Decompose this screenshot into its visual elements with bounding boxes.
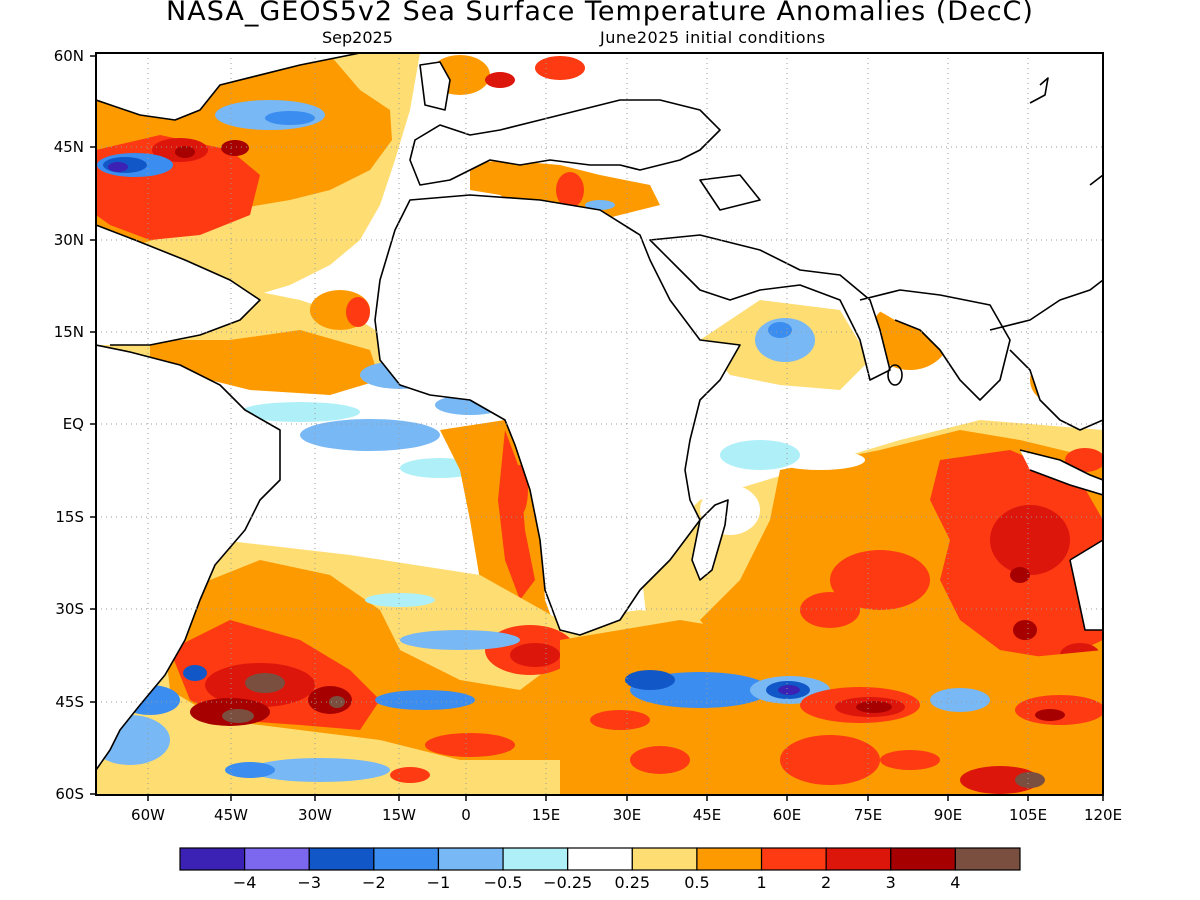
lon-label: 120E xyxy=(1084,806,1122,824)
lat-label: 30N xyxy=(54,231,84,249)
colorbar-label: −1 xyxy=(427,873,451,892)
colorbar-swatch xyxy=(502,847,569,871)
lat-label: 15N xyxy=(54,323,84,341)
lat-label: 15S xyxy=(55,508,84,526)
initial-conditions-label: June2025 initial conditions xyxy=(600,28,826,47)
lon-label: 0 xyxy=(461,806,471,824)
colorbar-label: −4 xyxy=(233,873,257,892)
lon-label: 15E xyxy=(532,806,561,824)
anomaly-field xyxy=(96,53,1103,795)
lat-label: 30S xyxy=(55,600,84,618)
lat-label: 45N xyxy=(54,138,84,156)
lon-label: 60W xyxy=(131,806,165,824)
colorbar-label: 0.5 xyxy=(684,873,709,892)
map-title: NASA_GEOS5v2 Sea Surface Temperature Ano… xyxy=(166,0,1034,27)
colorbar-label: 2 xyxy=(821,873,831,892)
colorbar-label: −0.25 xyxy=(543,873,592,892)
lon-label: 75E xyxy=(854,806,883,824)
colorbar-label: 3 xyxy=(886,873,896,892)
colorbar-swatch xyxy=(437,847,504,871)
colorbar-swatch xyxy=(760,847,827,871)
lat-label: 45S xyxy=(55,693,84,711)
colorbar-swatch xyxy=(567,847,633,871)
colorbar-label: 0.25 xyxy=(614,873,650,892)
lon-label: 45E xyxy=(693,806,722,824)
lat-label: 60N xyxy=(54,47,84,65)
colorbar-label: 1 xyxy=(756,873,766,892)
lon-label: 105E xyxy=(1009,806,1047,824)
latitude-axis: 60N 45N 30N 15N EQ 15S 30S 45S 60S xyxy=(54,47,96,803)
colorbar-label: 4 xyxy=(950,873,960,892)
colorbar-swatch xyxy=(308,847,375,871)
colorbar-swatch xyxy=(825,847,892,871)
colorbar-label: −2 xyxy=(362,873,386,892)
forecast-month: Sep2025 xyxy=(322,28,393,47)
lon-label: 60E xyxy=(773,806,802,824)
colorbar-swatch xyxy=(631,847,698,871)
colorbar-swatch xyxy=(179,847,246,871)
colorbar-swatch xyxy=(696,847,763,871)
colorbar-label: −0.5 xyxy=(484,873,523,892)
lon-label: 15W xyxy=(382,806,416,824)
colorbar-swatch xyxy=(244,847,310,871)
lon-label: 30W xyxy=(298,806,332,824)
colorbar-swatch xyxy=(954,847,1021,871)
longitude-axis: 60W 45W 30W 15W 0 15E 30E 45E 60E 75E 90E 105E 120E xyxy=(131,795,1122,824)
lon-label: 45W xyxy=(214,806,248,824)
lon-label: 30E xyxy=(613,806,642,824)
colorbar-swatch xyxy=(373,847,440,871)
lon-label: 90E xyxy=(934,806,963,824)
colorbar: −4 −3 −2 −1 −0.5 −0.25 0.25 0.5 1 2 3 4 xyxy=(179,847,1021,892)
colorbar-swatch xyxy=(890,847,956,871)
lat-label: 60S xyxy=(55,785,84,803)
colorbar-label: −3 xyxy=(297,873,321,892)
lat-label: EQ xyxy=(63,415,84,433)
